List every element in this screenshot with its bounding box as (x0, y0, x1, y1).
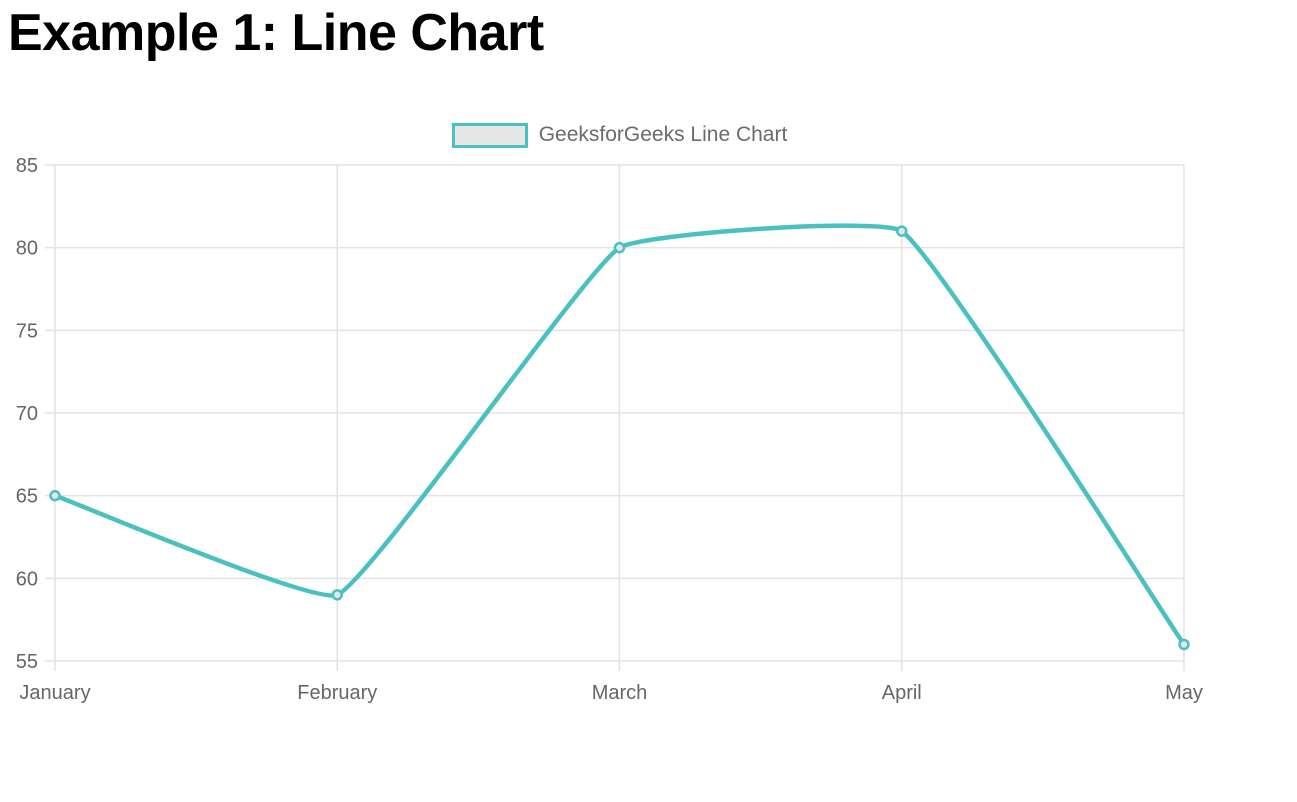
x-tick-label: January (19, 682, 90, 704)
y-tick-label: 60 (16, 568, 38, 590)
y-tick-label: 75 (16, 320, 38, 342)
legend-color-box (451, 122, 528, 148)
y-tick-label: 55 (16, 651, 38, 673)
page-title: Example 1: Line Chart (8, 4, 544, 62)
y-tick-label: 80 (16, 238, 38, 260)
data-point[interactable] (1178, 638, 1190, 651)
y-tick-label: 65 (16, 486, 38, 508)
x-tick-label: March (592, 682, 648, 704)
legend-label: GeeksforGeeks Line Chart (538, 123, 788, 146)
data-point[interactable] (613, 241, 626, 254)
data-point[interactable] (49, 489, 61, 502)
x-tick-label: February (297, 682, 377, 704)
data-point[interactable] (331, 589, 343, 601)
y-tick-label: 70 (16, 403, 38, 425)
x-tick-label: April (882, 682, 922, 704)
data-point[interactable] (896, 225, 908, 237)
chart-legend[interactable]: GeeksforGeeks Line Chart (55, 122, 1184, 148)
y-tick-label: 85 (16, 155, 38, 177)
x-tick-label: May (1165, 682, 1203, 704)
